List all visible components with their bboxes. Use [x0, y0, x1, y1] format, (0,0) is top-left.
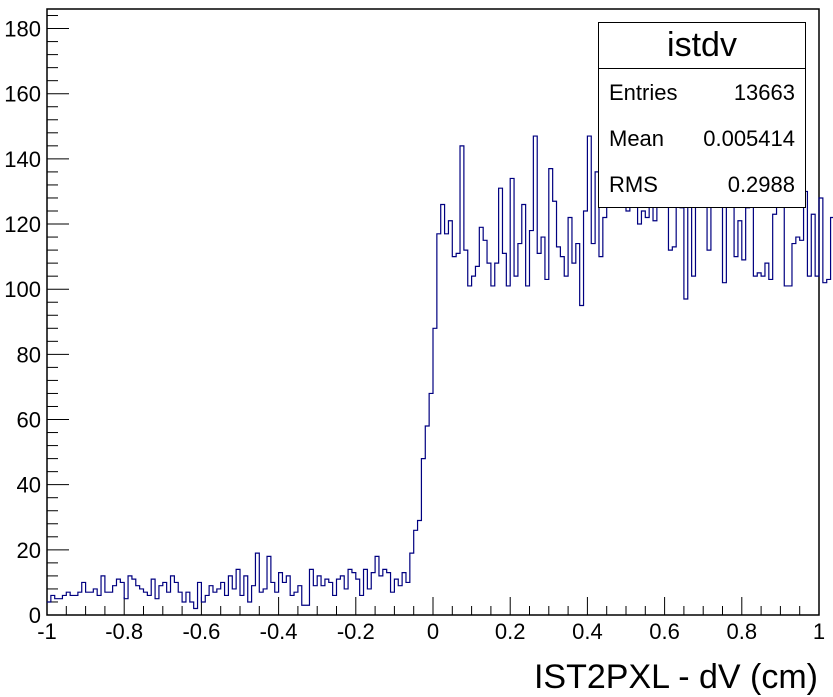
x-tick-label: 0.2 [495, 619, 526, 644]
stats-key: Entries [609, 80, 678, 105]
y-tick-label: 120 [4, 212, 41, 237]
stats-row-mean: Mean 0.005414 [599, 115, 805, 161]
x-axis-ticks: -1 -0.8 -0.6 -0.4 -0.2 0 0.2 0.4 0.6 0.8 1 [37, 597, 825, 644]
x-tick-label: 0.6 [649, 619, 680, 644]
y-tick-label: 60 [17, 408, 41, 433]
y-tick-label: 20 [17, 538, 41, 563]
stats-row-entries: Entries 13663 [599, 69, 805, 115]
stats-row-rms: RMS 0.2988 [599, 161, 805, 207]
y-tick-label: 160 [4, 82, 41, 107]
y-axis-ticks: 0 20 40 60 80 100 120 140 160 180 [4, 15, 69, 628]
y-tick-label: 180 [4, 17, 41, 42]
y-tick-label: 80 [17, 342, 41, 367]
x-tick-label: -0.4 [260, 619, 298, 644]
x-tick-label: 0.8 [727, 619, 758, 644]
stats-value: 0.005414 [703, 126, 795, 151]
y-tick-label: 140 [4, 147, 41, 172]
x-tick-label: -0.6 [182, 619, 220, 644]
stats-box: istdv Entries 13663 Mean 0.005414 RMS 0.… [598, 22, 806, 208]
stats-title: istdv [599, 23, 805, 69]
stats-key: RMS [609, 172, 658, 197]
y-tick-label: 0 [29, 603, 41, 628]
x-tick-label: 0.4 [572, 619, 603, 644]
x-tick-label: 0 [427, 619, 439, 644]
y-tick-label: 40 [17, 473, 41, 498]
x-tick-label: -0.2 [337, 619, 375, 644]
x-tick-label: 1 [813, 619, 825, 644]
x-tick-label: -0.8 [105, 619, 143, 644]
x-tick-label: -1 [37, 619, 57, 644]
histogram-line [47, 34, 833, 610]
x-axis-label: IST2PXL - dV (cm) [534, 658, 818, 696]
stats-value: 0.2988 [727, 172, 795, 197]
stats-value: 13663 [733, 80, 795, 105]
y-tick-label: 100 [4, 277, 41, 302]
stats-key: Mean [609, 126, 665, 151]
